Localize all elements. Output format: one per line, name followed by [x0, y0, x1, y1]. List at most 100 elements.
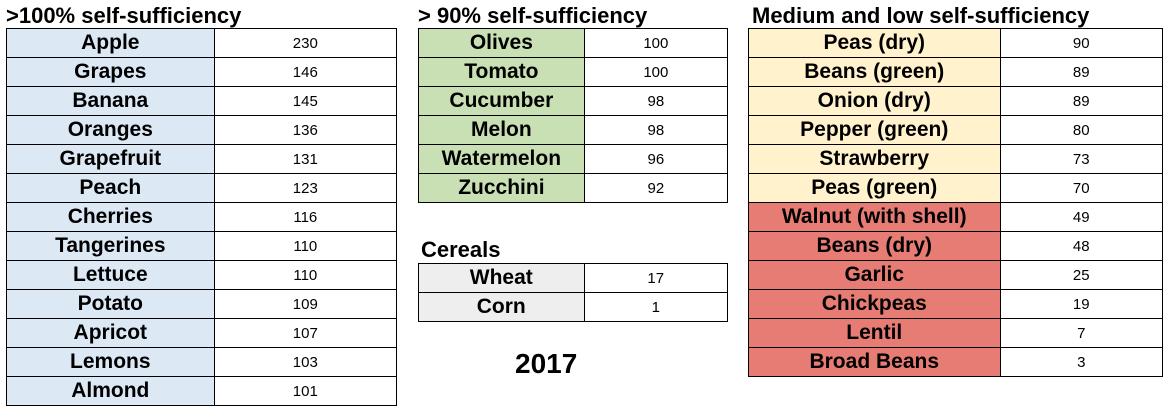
self-sufficiency-value-cell: 49 [999, 202, 1163, 232]
self-sufficiency-value-cell: 7 [999, 318, 1163, 348]
cereals-table: Wheat 17 Corn 1 [418, 263, 729, 322]
crop-name-cell: Beans (dry) [748, 231, 1001, 261]
self-sufficiency-value-cell: 136 [213, 115, 398, 145]
self-sufficiency-value-cell: 110 [213, 260, 398, 290]
table-row: Tangerines 110 [6, 231, 398, 261]
table-row: Cherries 116 [6, 202, 398, 232]
self-sufficiency-value-cell: 80 [999, 115, 1163, 145]
crop-name-cell: Strawberry [748, 144, 1001, 174]
table-row: Lentil 7 [748, 318, 1163, 348]
table-row: Grapes 146 [6, 57, 398, 87]
crop-name-cell: Walnut (with shell) [748, 202, 1001, 232]
crop-name-cell: Cherries [6, 202, 215, 232]
table-row: Broad Beans 3 [748, 347, 1163, 377]
crop-name-cell: Apple [6, 28, 215, 58]
cereals-section-title: Cereals [421, 237, 501, 262]
self-sufficiency-value-cell: 116 [213, 202, 398, 232]
medium-section-title: Medium and low self-sufficiency [752, 3, 1090, 28]
table-row: Onion (dry) 89 [748, 86, 1163, 116]
table-row: Corn 1 [418, 292, 729, 322]
self-sufficiency-value-cell: 25 [999, 260, 1163, 290]
self-sufficiency-value-cell: 70 [999, 173, 1163, 203]
crop-name-cell: Tangerines [6, 231, 215, 261]
self-sufficiency-value-cell: 100 [583, 57, 729, 87]
crop-name-cell: Garlic [748, 260, 1001, 290]
self-sufficiency-value-cell: 230 [213, 28, 398, 58]
table-row: Beans (dry) 48 [748, 231, 1163, 261]
table-row: Peas (green) 70 [748, 173, 1163, 203]
crop-name-cell: Lettuce [6, 260, 215, 290]
crop-name-cell: Banana [6, 86, 215, 116]
table-row: Tomato 100 [418, 57, 729, 87]
self-sufficiency-value-cell: 48 [999, 231, 1163, 261]
self-sufficiency-value-cell: 131 [213, 144, 398, 174]
self-sufficiency-value-cell: 110 [213, 231, 398, 261]
self-sufficiency-value-cell: 123 [213, 173, 398, 203]
crop-name-cell: Melon [418, 115, 585, 145]
table-row: Pepper (green) 80 [748, 115, 1163, 145]
crop-name-cell: Almond [6, 376, 215, 406]
self-sufficiency-value-cell: 107 [213, 318, 398, 348]
self-sufficiency-value-cell: 101 [213, 376, 398, 406]
crop-name-cell: Watermelon [418, 144, 585, 174]
table-row: Chickpeas 19 [748, 289, 1163, 319]
self-sufficiency-value-cell: 96 [583, 144, 729, 174]
self-sufficiency-value-cell: 1 [583, 292, 729, 322]
table-row: Zucchini 92 [418, 173, 729, 203]
crop-name-cell: Apricot [6, 318, 215, 348]
table-row: Cucumber 98 [418, 86, 729, 116]
self-sufficiency-value-cell: 90 [999, 28, 1163, 58]
table-row: Almond 101 [6, 376, 398, 406]
self-sufficiency-value-cell: 19 [999, 289, 1163, 319]
table-row: Peach 123 [6, 173, 398, 203]
crop-name-cell: Cucumber [418, 86, 585, 116]
self-sufficiency-value-cell: 146 [213, 57, 398, 87]
table-row: Olives 100 [418, 28, 729, 58]
crop-name-cell: Potato [6, 289, 215, 319]
table-row: Potato 109 [6, 289, 398, 319]
crop-name-cell: Peach [6, 173, 215, 203]
crop-name-cell: Onion (dry) [748, 86, 1001, 116]
table-row: Lemons 103 [6, 347, 398, 377]
crop-name-cell: Oranges [6, 115, 215, 145]
table-row: Walnut (with shell) 49 [748, 202, 1163, 232]
crop-name-cell: Beans (green) [748, 57, 1001, 87]
crop-name-cell: Chickpeas [748, 289, 1001, 319]
self-sufficiency-value-cell: 145 [213, 86, 398, 116]
self-sufficiency-value-cell: 98 [583, 86, 729, 116]
table-row: Watermelon 96 [418, 144, 729, 174]
crop-name-cell: Broad Beans [748, 347, 1001, 377]
self-sufficiency-value-cell: 17 [583, 263, 729, 293]
crop-name-cell: Peas (dry) [748, 28, 1001, 58]
table-row: Wheat 17 [418, 263, 729, 293]
crop-name-cell: Lemons [6, 347, 215, 377]
table-row: Peas (dry) 90 [748, 28, 1163, 58]
self-sufficiency-value-cell: 89 [999, 57, 1163, 87]
high-table: Apple 230 Grapes 146 Banana 145 Oranges 136 Grap… [6, 28, 398, 406]
ninety-table: Olives 100 Tomato 100 Cucumber 98 Melon 98 Water… [418, 28, 729, 203]
self-sufficiency-value-cell: 92 [583, 173, 729, 203]
crop-name-cell: Wheat [418, 263, 585, 293]
self-sufficiency-value-cell: 103 [213, 347, 398, 377]
self-sufficiency-value-cell: 89 [999, 86, 1163, 116]
table-row: Apricot 107 [6, 318, 398, 348]
table-row: Strawberry 73 [748, 144, 1163, 174]
table-row: Banana 145 [6, 86, 398, 116]
crop-name-cell: Grapefruit [6, 144, 215, 174]
crop-name-cell: Tomato [418, 57, 585, 87]
crop-name-cell: Zucchini [418, 173, 585, 203]
year-label: 2017 [515, 348, 578, 379]
crop-name-cell: Olives [418, 28, 585, 58]
self-sufficiency-value-cell: 73 [999, 144, 1163, 174]
crop-name-cell: Corn [418, 292, 585, 322]
self-sufficiency-value-cell: 109 [213, 289, 398, 319]
ninety-section-title: > 90% self-sufficiency [418, 3, 648, 28]
table-row: Garlic 25 [748, 260, 1163, 290]
self-sufficiency-value-cell: 98 [583, 115, 729, 145]
self-sufficiency-value-cell: 100 [583, 28, 729, 58]
table-row: Beans (green) 89 [748, 57, 1163, 87]
table-row: Lettuce 110 [6, 260, 398, 290]
crop-name-cell: Grapes [6, 57, 215, 87]
crop-name-cell: Pepper (green) [748, 115, 1001, 145]
high-section-title: >100% self-sufficiency [6, 3, 242, 28]
